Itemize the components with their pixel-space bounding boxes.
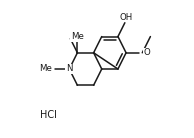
Text: Me: Me [39, 64, 52, 74]
Text: HCl: HCl [40, 110, 57, 120]
Text: OH: OH [120, 13, 133, 22]
Text: Me: Me [71, 32, 84, 42]
Text: N: N [66, 64, 73, 74]
Text: O: O [144, 48, 150, 57]
